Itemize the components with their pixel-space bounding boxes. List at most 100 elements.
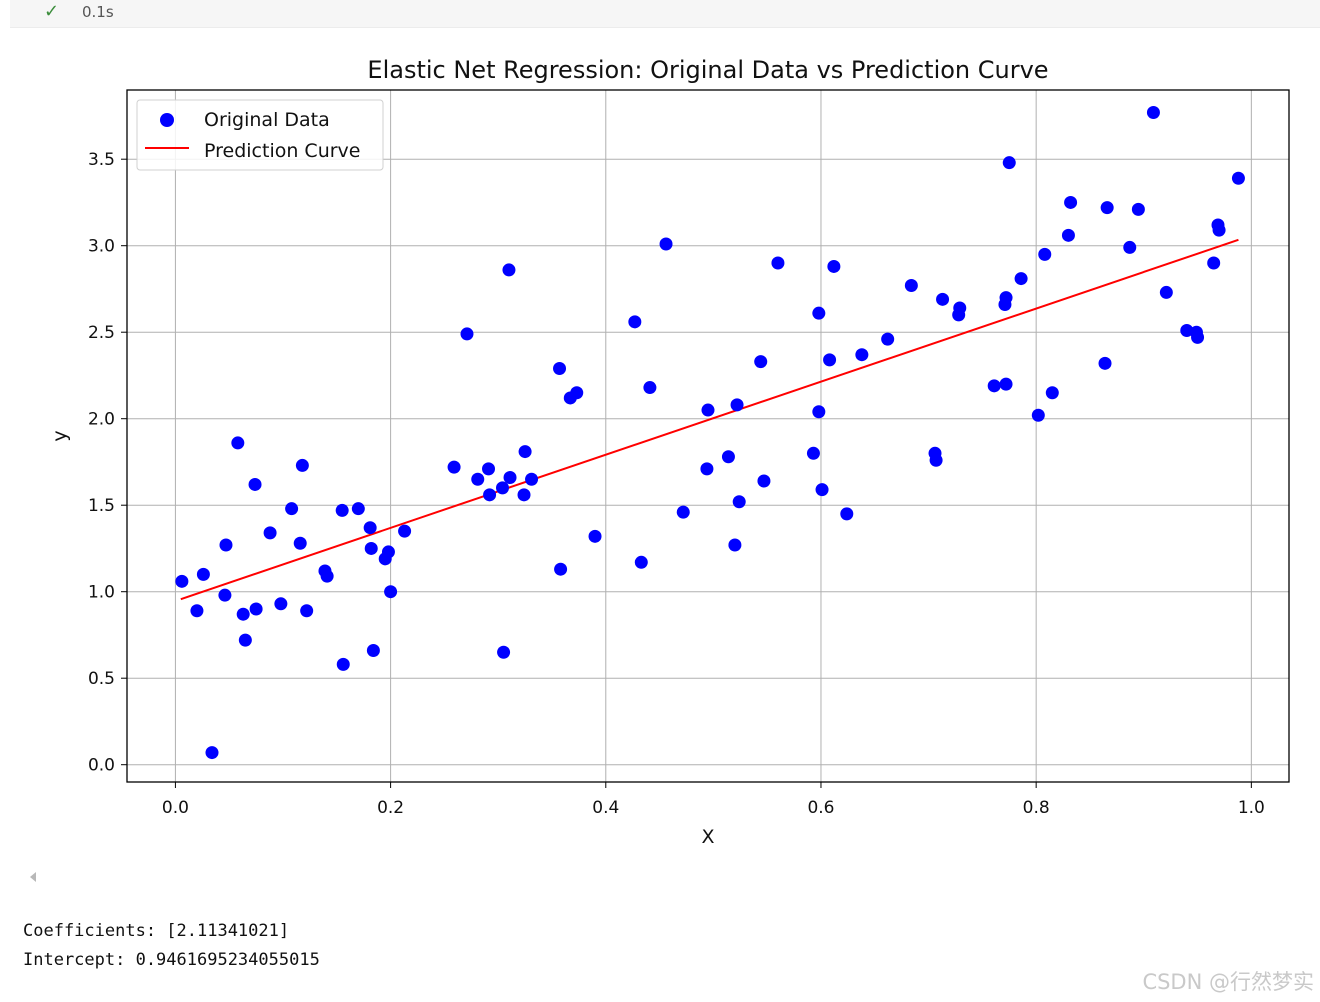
y-tick-label: 3.0	[88, 237, 115, 257]
check-icon: ✓	[44, 1, 60, 22]
data-point	[517, 488, 531, 502]
prediction-curve-layer	[180, 238, 1239, 601]
data-point	[999, 377, 1013, 391]
data-point	[1014, 272, 1028, 286]
data-point	[1123, 240, 1137, 254]
data-point	[483, 488, 497, 502]
y-axis-ticks: 0.0 0.5 1.0 1.5 2.0 2.5 3.0 3.5	[88, 150, 127, 776]
data-point	[495, 481, 509, 495]
data-point	[732, 495, 746, 509]
data-point	[881, 332, 895, 346]
data-point	[1045, 386, 1059, 400]
data-point	[553, 362, 567, 376]
output-intercept: Intercept: 0.9461695234055015	[23, 950, 320, 970]
data-point	[643, 381, 657, 395]
data-point	[460, 327, 474, 341]
data-point	[1212, 223, 1226, 237]
chart-title: Elastic Net Regression: Original Data vs…	[367, 56, 1048, 84]
data-point	[249, 602, 263, 616]
data-point	[1146, 105, 1160, 119]
data-point	[855, 348, 869, 362]
plot-frame	[126, 89, 1290, 783]
data-point	[701, 403, 715, 417]
x-tick-label: 0.0	[162, 798, 189, 818]
x-tick-label: 0.4	[592, 798, 619, 818]
prediction-curve	[180, 238, 1239, 601]
data-point	[1131, 202, 1145, 216]
data-point	[300, 604, 314, 618]
data-point	[218, 588, 232, 602]
data-point	[730, 398, 744, 412]
y-tick-label: 2.5	[88, 323, 115, 343]
data-point	[806, 446, 820, 460]
cell-status-bar: ✓ 0.1s	[10, 0, 1320, 28]
data-point	[1061, 228, 1075, 242]
data-point	[381, 545, 395, 559]
y-tick-label: 1.0	[88, 583, 115, 603]
data-point	[295, 458, 309, 472]
data-point	[728, 538, 742, 552]
data-point	[263, 526, 277, 540]
data-point	[823, 353, 837, 367]
data-point	[827, 259, 841, 273]
grid-lines	[127, 90, 1289, 782]
data-point	[1191, 330, 1205, 344]
data-point	[840, 507, 854, 521]
data-point	[497, 645, 511, 659]
data-point	[471, 472, 485, 486]
y-tick-label: 2.0	[88, 410, 115, 430]
scroll-left-arrow[interactable]	[30, 872, 36, 882]
data-point	[1207, 256, 1221, 270]
data-point	[1038, 247, 1052, 261]
data-point	[219, 538, 233, 552]
data-point	[384, 585, 398, 599]
data-point	[447, 460, 461, 474]
data-point	[525, 472, 539, 486]
x-tick-label: 0.2	[377, 798, 404, 818]
legend-label-prediction-curve: Prediction Curve	[204, 140, 360, 162]
y-tick-label: 1.5	[88, 496, 115, 516]
data-point	[771, 256, 785, 270]
data-point	[588, 529, 602, 543]
data-point	[1031, 408, 1045, 422]
legend-label-original-data: Original Data	[204, 109, 330, 131]
data-point	[503, 471, 517, 485]
data-point	[196, 567, 210, 581]
data-point	[936, 292, 950, 306]
chart: 0.0 0.2 0.4 0.6 0.8 1.0 0.0 0.5 1.0 1.5 2.0 2.5 3.0…	[49, 56, 1290, 848]
x-tick-label: 0.6	[807, 798, 834, 818]
x-tick-label: 0.8	[1023, 798, 1050, 818]
data-point	[700, 462, 714, 476]
data-point	[175, 574, 189, 588]
data-point	[929, 453, 943, 467]
data-point	[335, 503, 349, 517]
data-point	[366, 644, 380, 658]
data-point	[482, 462, 496, 476]
scatter-points	[175, 105, 1245, 760]
data-point	[336, 657, 350, 671]
data-point	[502, 263, 516, 277]
data-point	[812, 405, 826, 419]
output-coefficients: Coefficients: [2.11341021]	[23, 921, 290, 941]
data-point	[248, 477, 262, 491]
data-point	[364, 541, 378, 555]
data-point	[987, 379, 1001, 393]
data-point	[815, 483, 829, 497]
data-point	[554, 562, 568, 576]
data-point	[205, 746, 219, 760]
data-point	[676, 505, 690, 519]
data-point	[320, 569, 334, 583]
data-point	[904, 278, 918, 292]
data-point	[634, 555, 648, 569]
execution-time: 0.1s	[82, 3, 114, 21]
data-point	[754, 355, 768, 369]
data-point	[1231, 171, 1245, 185]
data-point	[274, 597, 288, 611]
data-point	[757, 474, 771, 488]
data-point	[570, 386, 584, 400]
data-point	[1159, 285, 1173, 299]
x-tick-label: 1.0	[1238, 798, 1265, 818]
y-tick-label: 0.5	[88, 669, 115, 689]
data-point	[238, 633, 252, 647]
data-point	[363, 521, 377, 535]
